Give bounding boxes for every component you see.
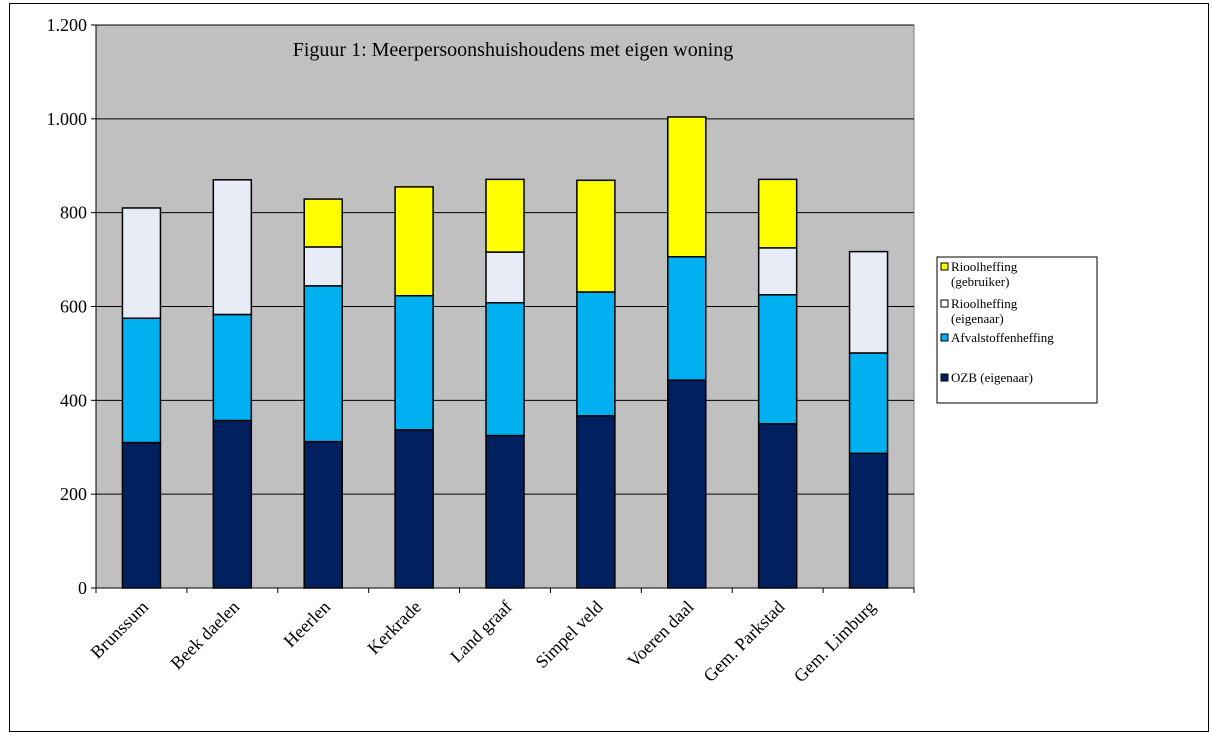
bar-segment bbox=[667, 256, 707, 381]
bars bbox=[121, 116, 889, 589]
bar-segment bbox=[576, 415, 616, 589]
bar-segment bbox=[485, 178, 525, 253]
x-tick-label: Simpel veld bbox=[531, 597, 606, 672]
legend-swatch bbox=[940, 299, 949, 308]
legend-label: OZB (eigenaar) bbox=[951, 370, 1033, 385]
bar-segment bbox=[848, 452, 889, 589]
bar-segment bbox=[303, 198, 343, 248]
y-tick-label: 0 bbox=[78, 578, 87, 598]
bar-segment bbox=[848, 250, 889, 354]
x-tick-label: Voeren daal bbox=[623, 597, 697, 671]
bar-segment bbox=[667, 379, 707, 589]
y-tick-label: 200 bbox=[60, 484, 87, 504]
bar-segment bbox=[303, 246, 343, 287]
bar-segment bbox=[121, 441, 162, 589]
bar-segment bbox=[757, 178, 798, 249]
y-tick-label: 400 bbox=[60, 390, 87, 410]
bar-segment bbox=[212, 313, 253, 422]
legend-swatch bbox=[940, 333, 949, 342]
bar-segment bbox=[303, 440, 343, 589]
x-tick-label: Gem. Parkstad bbox=[699, 597, 788, 686]
x-tick-labels: Brunssum Beek daelen Heerlen Kerkrade Land g… bbox=[87, 597, 880, 687]
legend-box bbox=[936, 256, 1098, 404]
axes bbox=[91, 24, 915, 593]
x-tick-label: Beek daelen bbox=[166, 597, 243, 674]
y-tick-labels: 0 200 400 600 800 1.000 1.200 bbox=[47, 15, 88, 598]
bar-segment bbox=[485, 251, 525, 304]
legend-label: Rioolheffing bbox=[951, 296, 1018, 311]
bar-segment bbox=[757, 423, 798, 589]
bar-segment bbox=[394, 186, 434, 297]
x-tick-label: Kerkrade bbox=[363, 597, 424, 658]
bar-segment bbox=[212, 419, 253, 589]
y-tick-label: 1.200 bbox=[47, 15, 88, 35]
bar-segment bbox=[485, 301, 525, 437]
legend-label: Afvalstoffenheffing bbox=[951, 330, 1054, 345]
bar-segment bbox=[757, 247, 798, 296]
bar-segment bbox=[212, 179, 253, 316]
y-tick-label: 600 bbox=[60, 297, 87, 317]
chart-title: Figuur 1: Meerpersoonshuishoudens met ei… bbox=[293, 39, 734, 61]
bar-segment bbox=[848, 352, 889, 455]
legend-swatch bbox=[940, 373, 949, 382]
bar-segment bbox=[121, 207, 162, 319]
bar-segment bbox=[576, 291, 616, 417]
legend-label: (eigenaar) bbox=[951, 311, 1004, 326]
bar-segment bbox=[121, 317, 162, 444]
legend-swatch bbox=[940, 262, 949, 271]
bar-segment bbox=[303, 285, 343, 443]
y-tick-label: 800 bbox=[60, 203, 87, 223]
legend: Rioolheffing(gebruiker)Rioolheffing(eige… bbox=[936, 256, 1098, 404]
bar-segment bbox=[576, 179, 616, 293]
x-tick-label: Land graaf bbox=[446, 597, 516, 667]
x-tick-label: Heerlen bbox=[280, 597, 334, 651]
bar-segment bbox=[394, 429, 434, 589]
x-tick-label: Gem. Limburg bbox=[790, 597, 880, 687]
y-tick-label: 1.000 bbox=[47, 109, 88, 129]
legend-label: Rioolheffing bbox=[951, 259, 1018, 274]
bar-segment bbox=[485, 434, 525, 589]
bar-segment bbox=[394, 294, 434, 431]
bar-segment bbox=[667, 116, 707, 258]
x-tick-label: Brunssum bbox=[87, 597, 153, 663]
legend-label: (gebruiker) bbox=[951, 274, 1009, 289]
bar-segment bbox=[757, 294, 798, 425]
